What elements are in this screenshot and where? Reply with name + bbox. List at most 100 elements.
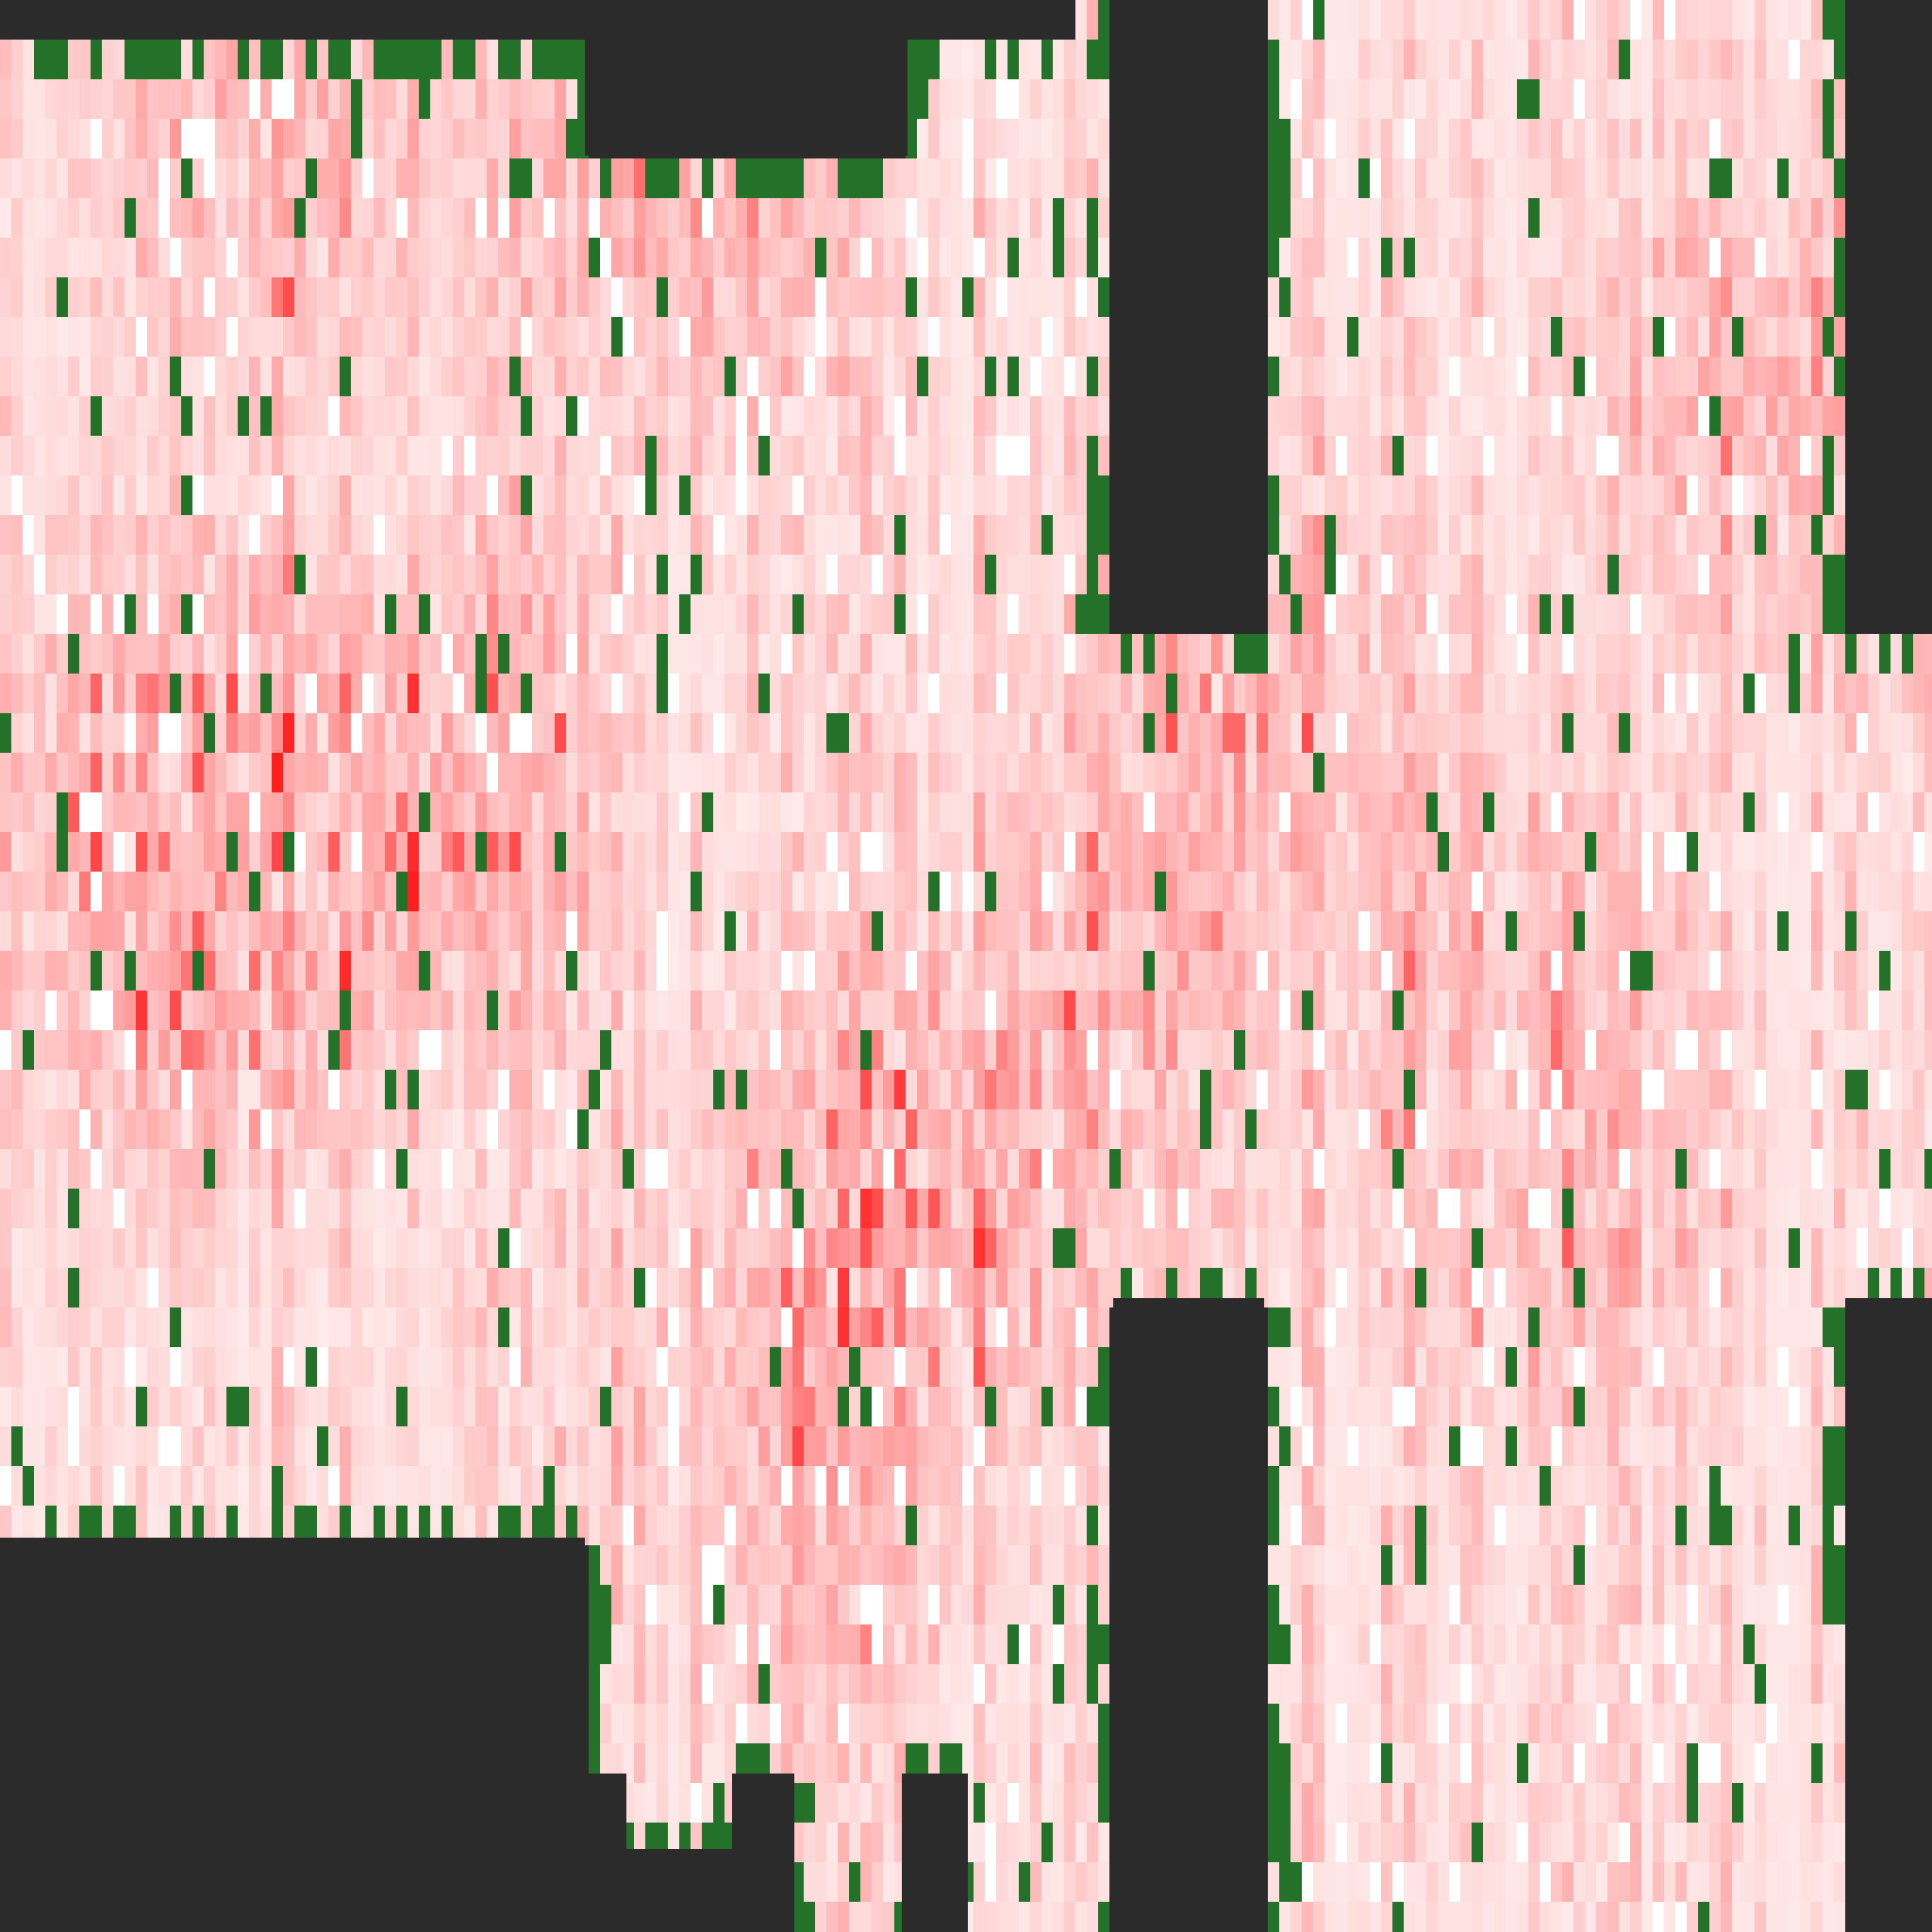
heat-cell	[928, 1228, 940, 1268]
heat-cell	[917, 1030, 928, 1070]
heat-cell	[1279, 40, 1291, 79]
heat-cell	[804, 277, 815, 317]
heat-cell	[249, 1228, 260, 1268]
heat-cell	[181, 40, 192, 79]
heat-cell	[79, 238, 91, 277]
heat-cell	[204, 832, 215, 872]
heat-cell	[475, 40, 487, 79]
heat-cell	[340, 317, 351, 357]
heat-cell	[57, 238, 68, 277]
heat-cell	[849, 436, 860, 475]
heat-cell	[147, 753, 158, 792]
heat-cell	[1302, 475, 1313, 515]
heat-cell	[1143, 1149, 1155, 1189]
heat-cell	[1336, 1585, 1347, 1624]
heat-cell	[147, 198, 158, 238]
heat-cell	[136, 436, 147, 475]
heat-cell	[396, 515, 408, 555]
heat-cell	[1347, 951, 1358, 991]
heat-cell	[1098, 396, 1109, 436]
heat-cell	[1211, 1109, 1223, 1149]
heat-cell	[1313, 1545, 1324, 1585]
heat-cell	[645, 238, 657, 277]
heat-cell	[113, 1307, 125, 1347]
heat-cell	[1008, 515, 1019, 555]
heat-cell	[894, 634, 906, 674]
heat-cell	[1064, 79, 1075, 119]
heat-cell	[1019, 991, 1030, 1030]
green-cell	[872, 158, 883, 198]
heat-cell	[374, 515, 385, 555]
heat-cell	[985, 396, 996, 436]
heat-cell	[634, 1228, 645, 1268]
heat-cell	[170, 436, 181, 475]
heat-cell	[1279, 79, 1291, 119]
heat-cell	[747, 1347, 758, 1387]
heat-cell	[374, 832, 385, 872]
heat-cell	[475, 158, 487, 198]
heat-cell	[158, 713, 170, 753]
heat-cell	[1098, 436, 1109, 475]
heat-cell	[1404, 1506, 1415, 1545]
heat-cell	[34, 555, 45, 594]
heat-cell	[11, 674, 23, 713]
green-cell	[1268, 238, 1279, 277]
heat-cell	[758, 991, 770, 1030]
heat-cell	[1313, 119, 1324, 158]
heat-cell	[328, 832, 340, 872]
heat-cell	[611, 951, 623, 991]
heat-cell	[1075, 991, 1087, 1030]
heat-cell	[736, 911, 747, 951]
heat-cell	[974, 1664, 985, 1704]
heat-cell	[181, 1109, 192, 1149]
heat-cell	[815, 1704, 826, 1743]
heat-cell	[1087, 1268, 1098, 1307]
heat-cell	[1087, 674, 1098, 713]
green-cell	[1053, 1228, 1064, 1268]
heat-cell	[79, 317, 91, 357]
heat-cell	[23, 79, 34, 119]
heat-cell	[464, 991, 475, 1030]
heat-cell	[1370, 1902, 1381, 1932]
heat-cell	[555, 436, 566, 475]
heat-cell	[555, 515, 566, 555]
heat-cell	[804, 1506, 815, 1545]
heat-cell	[917, 1307, 928, 1347]
heat-cell	[181, 1307, 192, 1347]
heat-cell	[509, 1426, 521, 1466]
heat-cell	[226, 1189, 238, 1228]
green-cell	[838, 158, 849, 198]
heat-cell	[113, 1228, 125, 1268]
heat-cell	[79, 1466, 91, 1506]
heat-cell	[68, 713, 79, 753]
heat-cell	[147, 1228, 158, 1268]
heat-cell	[294, 1189, 306, 1228]
heat-cell	[294, 674, 306, 713]
heat-cell	[962, 1624, 974, 1664]
heat-cell	[894, 1070, 906, 1109]
heat-cell	[1404, 119, 1415, 158]
green-cell	[589, 1664, 600, 1704]
heat-cell	[1426, 1030, 1438, 1070]
heat-cell	[34, 515, 45, 555]
heat-cell	[623, 238, 634, 277]
heat-cell	[1426, 991, 1438, 1030]
heat-cell	[45, 475, 57, 515]
heat-cell	[45, 951, 57, 991]
heat-cell	[328, 396, 340, 436]
heat-cell	[668, 555, 679, 594]
heat-cell	[736, 555, 747, 594]
heat-cell	[804, 1307, 815, 1347]
heat-cell	[181, 277, 192, 317]
heat-cell	[940, 1070, 951, 1109]
heat-cell	[1279, 1545, 1291, 1585]
heat-cell	[1268, 753, 1279, 792]
heat-cell	[1143, 872, 1155, 911]
heat-cell	[1268, 634, 1279, 674]
heat-cell	[962, 1585, 974, 1624]
heat-cell	[272, 1189, 283, 1228]
heat-cell	[566, 792, 577, 832]
heat-cell	[1143, 1109, 1155, 1149]
heat-cell	[249, 674, 260, 713]
heat-cell	[57, 1387, 68, 1426]
